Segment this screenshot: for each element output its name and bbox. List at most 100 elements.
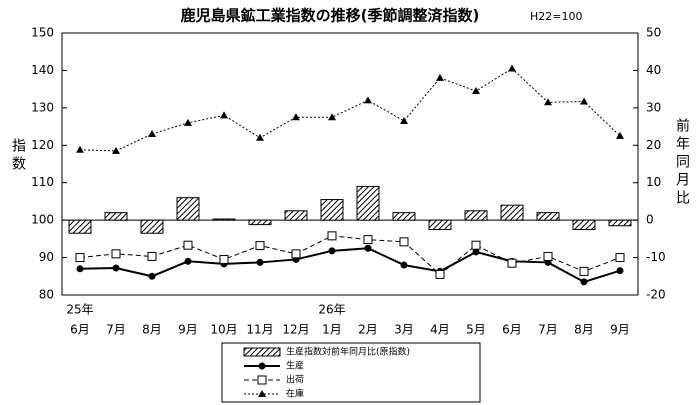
legend-marker	[258, 362, 266, 370]
x-tick-label: 10月	[210, 323, 237, 337]
y-tick-label: 130	[31, 100, 54, 114]
legend-label: 生産指数対前年同月比(原指数)	[286, 346, 410, 358]
point-marker	[507, 258, 517, 268]
point-marker	[148, 272, 156, 280]
point-marker	[76, 145, 84, 153]
point-marker	[184, 118, 192, 126]
point-marker	[472, 248, 480, 256]
x-tick-label: 8月	[574, 323, 594, 337]
x-group-label: 26年	[318, 303, 345, 317]
y-tick-label: 140	[31, 63, 54, 77]
point-marker	[399, 237, 409, 247]
point-marker	[184, 257, 192, 265]
y2-tick-label: -20	[646, 288, 666, 302]
bar	[320, 199, 344, 221]
point-marker	[76, 265, 84, 273]
x-tick-label: 1月	[322, 323, 342, 337]
y2-tick-label: 50	[646, 26, 661, 40]
series-line	[79, 247, 621, 283]
point-marker	[400, 116, 408, 124]
legend-label: 生産	[286, 360, 304, 372]
x-tick-label: 12月	[282, 323, 309, 337]
x-tick-label: 9月	[178, 323, 198, 337]
point-marker	[112, 146, 120, 154]
chart-title: 鹿児島県鉱工業指数の推移(季節調整済指数)	[181, 7, 480, 25]
point-marker	[580, 97, 588, 105]
point-marker	[435, 269, 445, 279]
point-marker	[364, 244, 372, 252]
point-marker	[580, 278, 588, 286]
point-marker	[183, 240, 193, 250]
bar	[464, 210, 488, 221]
point-marker	[544, 98, 552, 106]
x-tick-label: 7月	[538, 323, 558, 337]
bar	[608, 219, 632, 227]
point-marker	[327, 231, 337, 241]
x-tick-label: 7月	[106, 323, 126, 337]
legend-marker	[257, 375, 267, 385]
x-tick-label: 6月	[70, 323, 90, 337]
x-tick-label: 8月	[142, 323, 162, 337]
point-marker	[328, 113, 336, 121]
x-group-label: 25年	[66, 303, 93, 317]
point-marker	[75, 253, 85, 263]
y-tick-label: 120	[31, 138, 54, 152]
x-tick-label: 9月	[610, 323, 630, 337]
bar	[284, 210, 308, 221]
bar	[212, 218, 236, 221]
y2-tick-label: -10	[646, 250, 666, 264]
bar	[536, 212, 560, 221]
x-tick-label: 5月	[466, 323, 486, 337]
legend-label: 出荷	[286, 374, 304, 386]
point-marker	[328, 247, 336, 255]
bar	[392, 212, 416, 221]
bar	[140, 219, 164, 234]
y2-tick-label: 10	[646, 175, 661, 189]
point-marker	[219, 254, 229, 264]
point-marker	[255, 241, 265, 251]
point-marker	[508, 64, 516, 72]
y-tick-label: 150	[31, 26, 54, 40]
bar	[248, 219, 272, 226]
x-tick-label: 3月	[394, 323, 414, 337]
y-axis-label: 指数	[10, 138, 26, 174]
point-marker	[436, 73, 444, 81]
point-marker	[147, 251, 157, 261]
point-marker	[472, 87, 480, 95]
y-tick-label: 90	[39, 250, 54, 264]
point-marker	[220, 111, 228, 119]
series-line	[79, 235, 621, 276]
point-marker	[363, 235, 373, 245]
series-line	[79, 67, 621, 152]
legend-marker	[258, 390, 266, 397]
bar	[356, 185, 380, 221]
point-marker	[112, 264, 120, 272]
legend-swatch	[243, 347, 281, 357]
point-marker	[615, 253, 625, 263]
y2-axis-label: 前年同月比	[674, 117, 690, 208]
x-tick-label: 4月	[430, 323, 450, 337]
y-tick-label: 80	[39, 288, 54, 302]
legend-label: 在庫	[286, 388, 304, 400]
x-tick-label: 11月	[246, 323, 273, 337]
point-marker	[364, 96, 372, 104]
y2-tick-label: 20	[646, 138, 661, 152]
x-tick-label: 6月	[502, 323, 522, 337]
bar	[500, 204, 524, 221]
bar	[428, 219, 452, 230]
point-marker	[256, 258, 264, 266]
point-marker	[543, 251, 553, 261]
point-marker	[256, 133, 264, 141]
y2-tick-label: 40	[646, 63, 661, 77]
point-marker	[616, 267, 624, 275]
point-marker	[616, 131, 624, 139]
bar	[572, 219, 596, 230]
y-tick-label: 110	[31, 175, 54, 189]
point-marker	[111, 249, 121, 259]
y-tick-label: 100	[31, 213, 54, 227]
plot-frame	[61, 32, 639, 296]
point-marker	[148, 130, 156, 138]
bar	[104, 212, 128, 221]
chart-subtitle: H22=100	[530, 10, 582, 23]
